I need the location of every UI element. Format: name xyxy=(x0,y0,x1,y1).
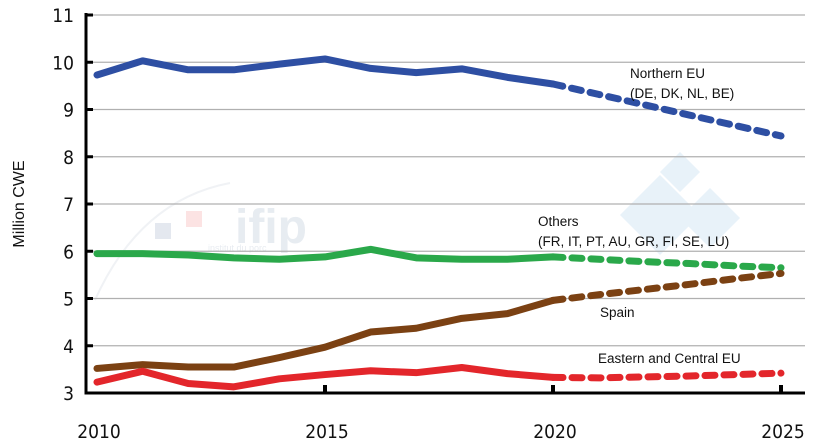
y-tick-label: 9 xyxy=(63,100,74,122)
gridlines xyxy=(86,14,805,347)
x-tick-label: 2015 xyxy=(305,421,349,443)
y-axis-label: Million CWE xyxy=(11,160,28,247)
axes: 3 4 5 6 7 8 9 10 11 2010 2015 2020 2025 Million CWE xyxy=(11,5,805,443)
y-tick-label: 5 xyxy=(63,289,74,311)
series-line-historical xyxy=(93,296,557,372)
watermark-logo-text: ifip xyxy=(235,201,307,254)
watermark: ifip institut du porc xyxy=(94,152,740,301)
series-line-forecast xyxy=(549,369,785,382)
y-tick-label: 10 xyxy=(52,52,74,74)
series-lines xyxy=(93,55,785,391)
series-label: Eastern and Central EU xyxy=(598,351,741,366)
y-tick-label: 4 xyxy=(63,336,74,358)
watermark-logo-subtext: institut du porc xyxy=(208,243,267,253)
series-line-forecast xyxy=(549,80,785,140)
series-line-forecast xyxy=(549,269,785,304)
series-label: Others xyxy=(538,214,579,229)
x-tick-label: 2010 xyxy=(77,421,121,443)
series-label: Northern EU xyxy=(630,66,705,81)
x-tick-label: 2020 xyxy=(533,421,577,443)
series-line-forecast xyxy=(549,253,785,272)
y-tick-label: 11 xyxy=(52,5,74,27)
series-labels: Northern EU (DE, DK, NL, BE) Others (FR, IT… xyxy=(538,66,741,366)
x-tick-label: 2025 xyxy=(761,421,805,443)
series-label: Spain xyxy=(600,305,635,320)
series-label-detail: (FR, IT, PT, AU, GR, FI, SE, LU) xyxy=(538,234,729,249)
y-tick-label: 3 xyxy=(63,383,74,405)
y-tick-label: 6 xyxy=(63,241,74,263)
y-tick-label: 8 xyxy=(63,147,74,169)
y-tick-label: 7 xyxy=(63,194,74,216)
series-line-historical xyxy=(93,363,557,391)
series-label-detail: (DE, DK, NL, BE) xyxy=(630,86,734,101)
